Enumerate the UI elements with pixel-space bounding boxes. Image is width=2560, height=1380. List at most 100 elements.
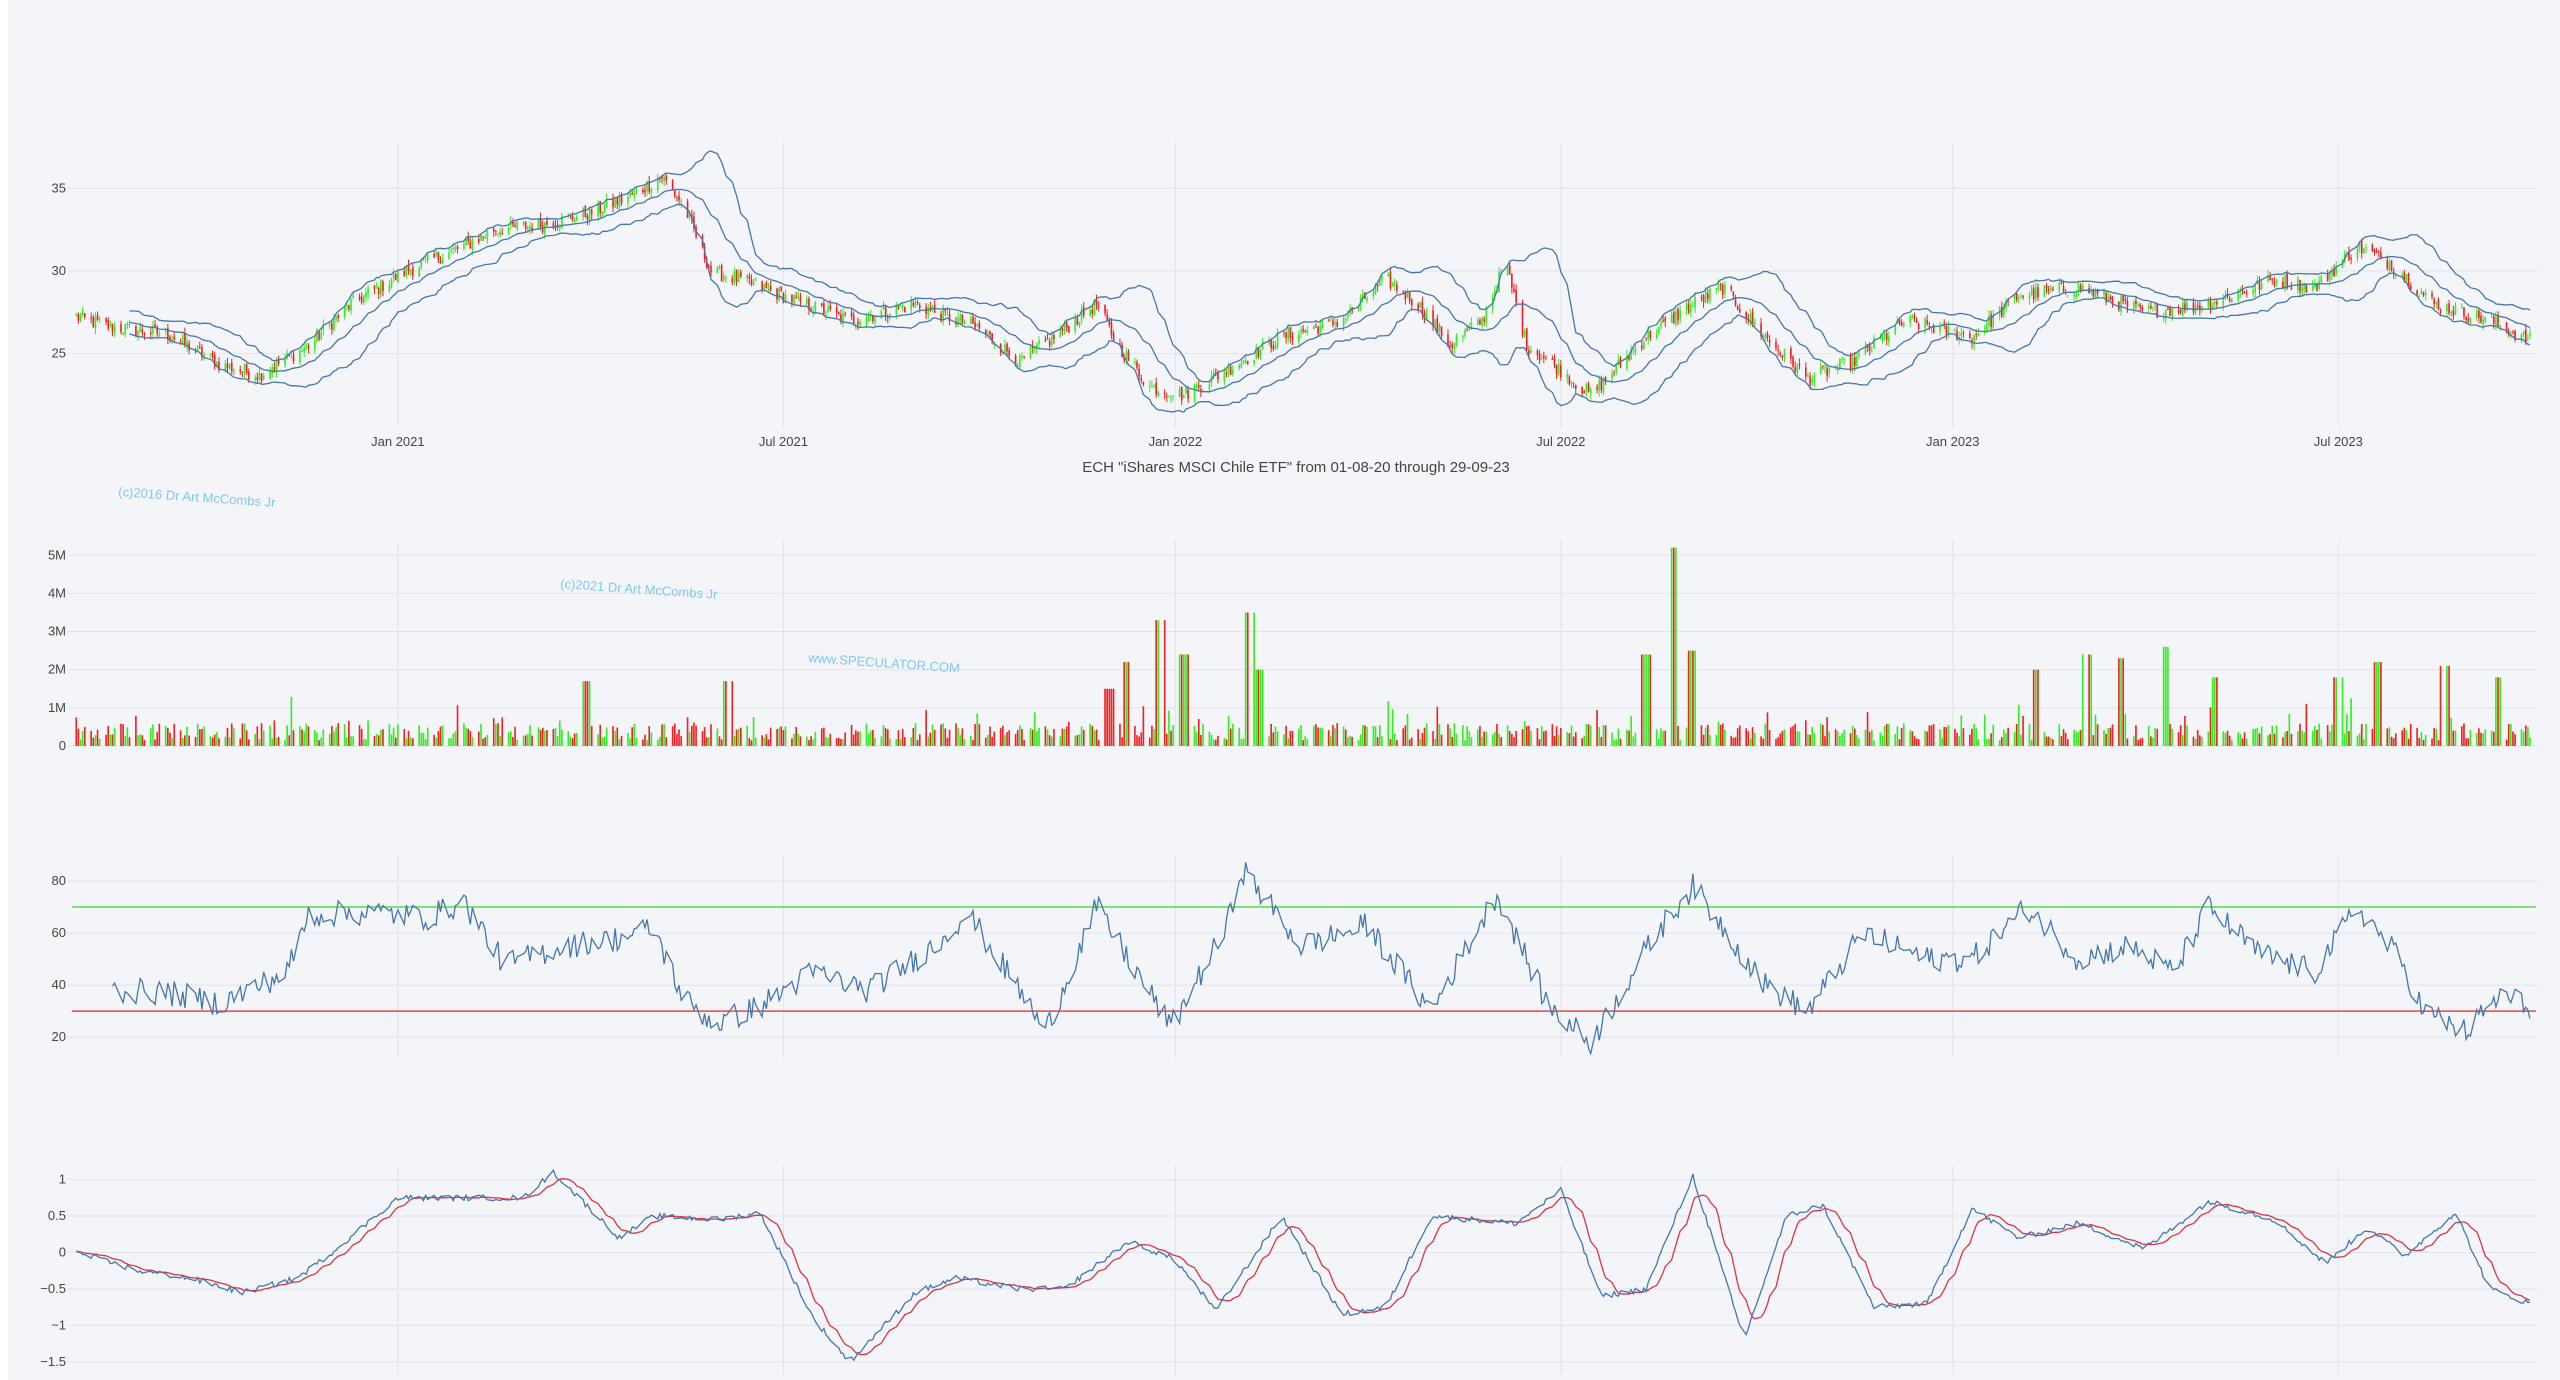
candle-body [2286, 273, 2289, 289]
volume-bar [241, 723, 244, 746]
candle-body [1704, 291, 1707, 303]
candle-body [644, 189, 646, 193]
volume-bar [465, 727, 467, 746]
volume-bar [1336, 723, 1339, 746]
volume-bar [358, 725, 361, 746]
volume-bar [495, 724, 497, 746]
volume-bar [482, 738, 484, 746]
candle-body [2375, 250, 2378, 253]
volume-bar [2243, 732, 2246, 746]
candle-body [1643, 341, 1645, 349]
candle-body [1187, 389, 1189, 400]
volume-bar [1662, 730, 1664, 746]
candle-body [2282, 281, 2284, 288]
candle-body [167, 328, 169, 339]
volume-bar [2492, 731, 2495, 746]
candle-body [2171, 308, 2173, 318]
candle-body [1110, 322, 1113, 335]
volume-bar [1655, 729, 1658, 746]
volume-bar [2207, 731, 2210, 746]
volume-bar [471, 736, 474, 746]
candle-body [978, 322, 981, 329]
volume-bar [2154, 727, 2156, 746]
volume-bar [128, 737, 131, 746]
candle-body [211, 352, 214, 358]
volume-bar [1136, 735, 1138, 746]
volume-bar [337, 723, 340, 746]
candle-body [1632, 350, 1635, 352]
candle-body [1238, 365, 1241, 369]
candle-body [2490, 316, 2493, 318]
volume-bar [2435, 728, 2438, 746]
candle-body [1992, 315, 1995, 328]
candle-body [2371, 244, 2374, 252]
volume-bar [284, 739, 286, 746]
volume-bar [1006, 732, 1008, 746]
candle-body [1794, 366, 1796, 372]
candle-body [1138, 368, 1140, 377]
candle-body [1391, 282, 1394, 287]
volume-bar [2448, 665, 2450, 746]
volume-bar [2416, 727, 2418, 746]
candle-body [1924, 318, 1926, 329]
volume-bar [1447, 724, 1449, 746]
volume-bar [782, 730, 785, 746]
volume-bar [2226, 730, 2229, 746]
volume-bar [2181, 735, 2184, 746]
candle-body [2484, 317, 2487, 322]
candle-body [1449, 345, 1451, 347]
candle-body [1600, 380, 1603, 391]
volume-bar [1962, 728, 1965, 746]
candle-body [2022, 295, 2024, 298]
candle-body [1387, 273, 1390, 277]
volume-bar [1702, 734, 1705, 746]
candle-body [1753, 321, 1756, 325]
volume-bar [1956, 732, 1958, 746]
volume-bar [275, 737, 278, 746]
volume-bar [1155, 620, 1157, 746]
volume-bar [486, 734, 489, 746]
volume-bar [435, 738, 438, 746]
candle-body [328, 323, 331, 326]
volume-bar [2497, 677, 2499, 746]
candle-body [424, 258, 427, 260]
candle-body [284, 359, 286, 366]
volume-bar [2196, 730, 2199, 746]
volume-bar [2109, 727, 2112, 746]
volume-bar [1824, 736, 1826, 746]
candle-body [1804, 367, 1807, 377]
candle-body [1879, 338, 1882, 340]
volume-bar [1730, 735, 1733, 746]
volume-bar [1781, 730, 1784, 746]
volume-bar [516, 739, 518, 746]
candle-body [929, 307, 932, 310]
volume-bar [2297, 731, 2299, 746]
candle-body [827, 307, 829, 313]
candle-body [2137, 304, 2139, 306]
candle-body [143, 333, 146, 335]
candle-body [1464, 330, 1466, 336]
volume-bar [814, 731, 817, 746]
volume-bar [1634, 732, 1637, 746]
volume-bar [1630, 716, 1632, 746]
candle-body [1304, 331, 1307, 333]
volume-bar [1300, 725, 1302, 746]
candle-body [2000, 307, 2003, 317]
y-tick-label: 35 [52, 180, 66, 195]
candle-body [776, 288, 778, 300]
volume-bar [1542, 731, 1545, 746]
volume-bar [1127, 662, 1130, 746]
candle-body [823, 303, 825, 315]
volume-bar [1587, 724, 1590, 746]
candle-body [633, 191, 636, 197]
volume-bar [1321, 727, 1324, 746]
volume-bar [1521, 729, 1524, 746]
volume-bar [1826, 717, 1828, 746]
volume-bar [659, 736, 661, 746]
candle-body [433, 254, 435, 258]
candle-body [2252, 290, 2254, 294]
candle-body [1585, 384, 1588, 391]
candle-body [1404, 291, 1407, 300]
candle-body [1217, 372, 1219, 380]
candle-body [2356, 248, 2359, 258]
